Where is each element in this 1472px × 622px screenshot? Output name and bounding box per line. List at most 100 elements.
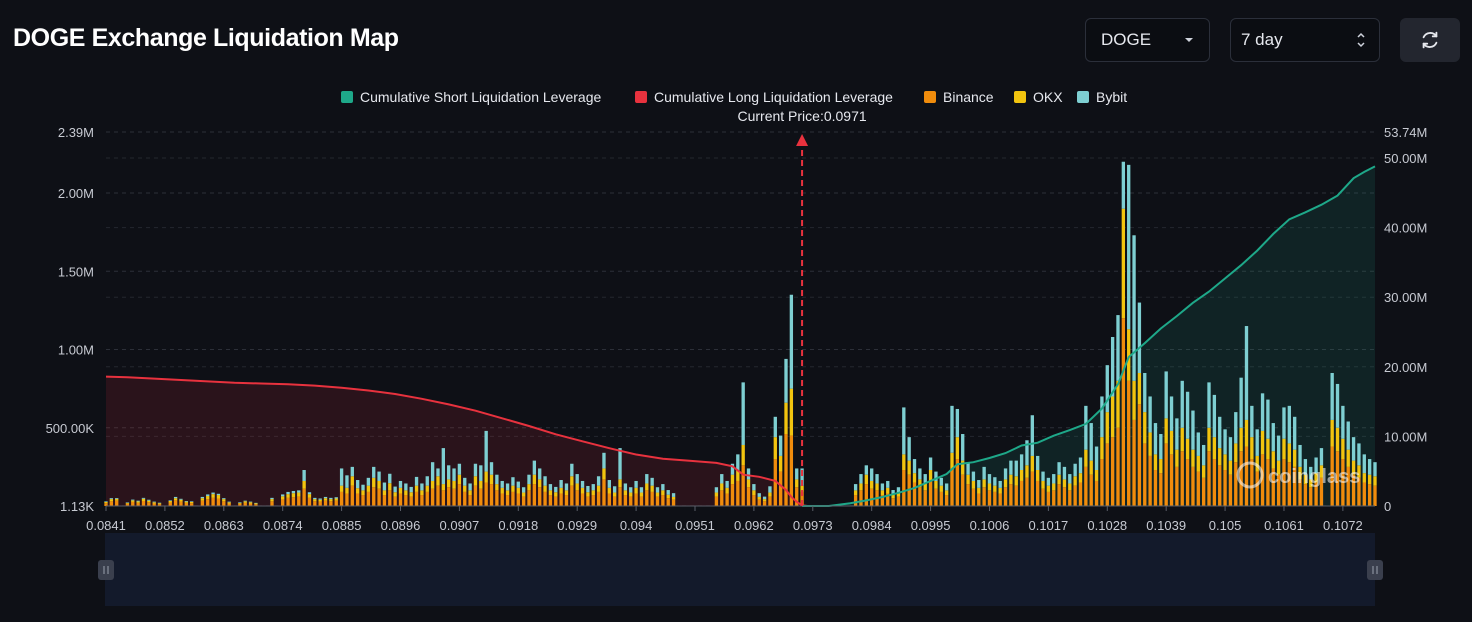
okx-bar — [875, 483, 879, 491]
okx-bar — [543, 485, 547, 492]
bybit-bar — [886, 480, 890, 488]
binance-bar — [853, 495, 858, 506]
bybit-bar — [1228, 437, 1233, 461]
bybit-bar — [216, 493, 221, 496]
binance-bar — [757, 499, 761, 506]
binance-bar — [420, 495, 424, 506]
binance-bar — [339, 491, 344, 506]
legend-short: Cumulative Short Liquidation Leverage — [341, 89, 601, 105]
bybit-bar — [928, 457, 933, 471]
okx-bar — [527, 484, 531, 491]
binance-bar — [939, 491, 943, 506]
bybit-bar — [1025, 440, 1029, 466]
okx-bar — [109, 499, 114, 502]
binance-bar — [484, 482, 488, 506]
bybit-bar — [966, 462, 970, 475]
bybit-bar — [1046, 477, 1051, 486]
bybit-bar — [987, 474, 992, 484]
binance-bar — [575, 490, 579, 506]
zoom-handle-right[interactable] — [1367, 560, 1383, 580]
okx-bar — [564, 490, 569, 496]
binance-bar — [1271, 468, 1275, 506]
binance-bar — [452, 488, 456, 506]
okx-bar — [479, 480, 483, 489]
binance-bar — [1009, 484, 1013, 506]
binance-bar — [891, 498, 895, 506]
okx-bar — [136, 501, 140, 503]
bybit-bar — [350, 466, 354, 477]
binance-bar — [200, 500, 205, 506]
bybit-bar — [586, 485, 590, 493]
bybit-bar — [1335, 383, 1340, 428]
okx-bar — [645, 483, 649, 491]
refresh-button[interactable] — [1400, 18, 1460, 62]
binance-bar — [720, 490, 724, 506]
bybit-bar — [436, 468, 440, 477]
okx-bar — [725, 487, 729, 494]
binance-bar — [1276, 474, 1281, 506]
x-tick-label: 0.1006 — [970, 518, 1010, 533]
okx-bar — [666, 494, 670, 499]
bybit-bar — [1019, 454, 1024, 471]
binance-bar — [1341, 459, 1345, 506]
bybit-bar — [1293, 416, 1297, 450]
binance-bar — [1218, 465, 1222, 506]
okx-bar — [505, 490, 510, 496]
binance-bar — [666, 498, 670, 506]
bybit-bar — [1175, 418, 1179, 450]
bybit-bar — [950, 405, 954, 453]
okx-bar — [607, 487, 611, 494]
range-select[interactable]: 7 day — [1230, 18, 1380, 62]
binance-bar — [778, 471, 783, 506]
x-tick-label: 0.0874 — [263, 518, 303, 533]
x-tick-label: 0.1028 — [1087, 518, 1127, 533]
binance-bar — [516, 493, 520, 506]
legend-swatch — [635, 91, 647, 103]
bybit-bar — [388, 473, 392, 484]
bybit-bar — [404, 483, 408, 491]
bybit-bar — [206, 494, 210, 496]
bybit-bar — [1169, 396, 1174, 431]
bybit-bar — [1180, 380, 1184, 428]
bybit-bar — [1137, 302, 1142, 373]
bybit-bar — [1373, 462, 1377, 477]
binance-bar — [1110, 437, 1115, 506]
okx-bar — [591, 490, 595, 496]
y-right-tick-label: 53.74M — [1384, 125, 1427, 140]
bybit-bar — [971, 471, 976, 481]
bybit-bar — [982, 466, 986, 480]
bybit-bar — [200, 496, 205, 499]
binance-bar — [345, 493, 349, 506]
binance-bar — [216, 498, 221, 506]
bybit-bar — [313, 497, 317, 500]
binance-bar — [1143, 443, 1147, 506]
binance-bar — [736, 480, 740, 506]
okx-bar — [361, 490, 365, 496]
binance-bar — [136, 502, 140, 506]
binance-bar — [1084, 466, 1088, 506]
binance-bar — [1073, 485, 1077, 506]
zoom-handle-left[interactable] — [98, 560, 114, 580]
bybit-bar — [1057, 462, 1061, 475]
bybit-bar — [479, 465, 483, 481]
binance-bar — [361, 495, 365, 506]
x-tick-label: 0.0863 — [204, 518, 244, 533]
binance-bar — [152, 503, 156, 506]
bybit-bar — [939, 477, 943, 486]
okx-bar — [1266, 438, 1270, 460]
bybit-bar — [580, 480, 585, 488]
okx-bar — [634, 487, 638, 494]
binance-bar — [1373, 485, 1377, 506]
okx-bar — [1234, 443, 1238, 463]
okx-bar — [1319, 465, 1324, 478]
binance-bar — [1116, 427, 1120, 506]
okx-bar — [393, 492, 397, 497]
coin-select[interactable]: DOGE — [1085, 18, 1210, 62]
okx-bar — [720, 483, 724, 491]
bybit-bar — [286, 491, 290, 495]
okx-bar — [596, 485, 601, 492]
bybit-bar — [136, 500, 140, 502]
binance-bar — [1330, 446, 1334, 506]
binance-bar — [532, 484, 537, 506]
bybit-bar — [591, 484, 595, 491]
